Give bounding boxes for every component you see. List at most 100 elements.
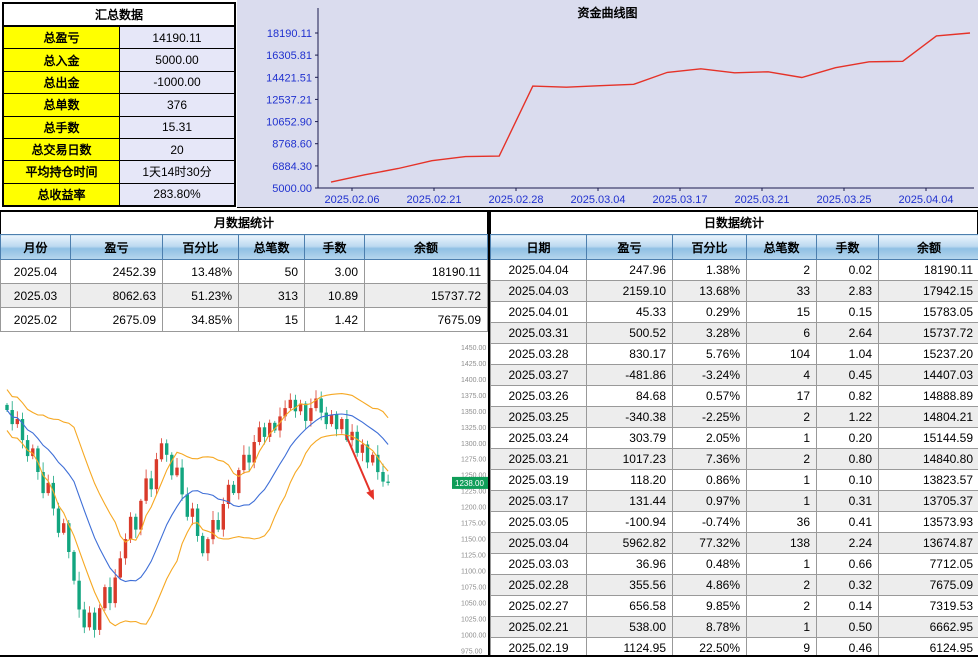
- svg-text:1075.00: 1075.00: [461, 585, 486, 592]
- table-row[interactable]: 2025.04.04 247.96 1.38% 2 0.02 18190.11: [490, 259, 978, 281]
- table-row[interactable]: 2025.03.24 303.79 2.05% 1 0.20 15144.59: [490, 427, 978, 449]
- table-row[interactable]: 2025.03.21 1017.23 7.36% 2 0.80 14840.80: [490, 448, 978, 470]
- cell: 1: [746, 490, 817, 512]
- table-row[interactable]: 2025.03.28 830.17 5.76% 104 1.04 15237.20: [490, 343, 978, 365]
- svg-text:8768.60: 8768.60: [272, 139, 312, 151]
- cell: 247.96: [586, 259, 673, 281]
- column-header[interactable]: 手数: [816, 234, 879, 260]
- cell: 77.32%: [672, 532, 747, 554]
- cell: 15: [746, 301, 817, 323]
- column-header[interactable]: 余额: [364, 234, 488, 260]
- column-header[interactable]: 百分比: [162, 234, 239, 260]
- cell: 36: [746, 511, 817, 533]
- cell: 45.33: [586, 301, 673, 323]
- cell: 22.50%: [672, 637, 747, 655]
- cell: 13573.93: [878, 511, 978, 533]
- cell: 2: [746, 574, 817, 596]
- cell: 9: [746, 637, 817, 655]
- svg-text:1400.00: 1400.00: [461, 377, 486, 384]
- cell: 1: [746, 616, 817, 638]
- monthly-stats-title: 月数据统计: [0, 212, 488, 234]
- cell: 2675.09: [70, 307, 163, 332]
- cell: 303.79: [586, 427, 673, 449]
- cell: 14804.21: [878, 406, 978, 428]
- table-row[interactable]: 2025.03.04 5962.82 77.32% 138 2.24 13674.87: [490, 532, 978, 554]
- summary-label: 总交易日数: [4, 138, 120, 161]
- table-row[interactable]: 2025.03.27 -481.86 -3.24% 4 0.45 14407.03: [490, 364, 978, 386]
- svg-text:1100.00: 1100.00: [461, 569, 486, 576]
- cell: 0.14: [816, 595, 879, 617]
- cell: 2025.04.01: [490, 301, 587, 323]
- svg-text:1300.00: 1300.00: [461, 441, 486, 448]
- cell: 2025.03.25: [490, 406, 587, 428]
- column-header[interactable]: 总笔数: [746, 234, 817, 260]
- column-header[interactable]: 月份: [0, 234, 71, 260]
- header-row: 月份 盈亏 百分比 总笔数 手数 余额: [0, 234, 488, 260]
- cell: 6662.95: [878, 616, 978, 638]
- summary-row: 总单数 376: [4, 94, 234, 117]
- table-row[interactable]: 2025.03 8062.63 51.23% 313 10.89 15737.72: [0, 283, 488, 308]
- table-row[interactable]: 2025.03.05 -100.94 -0.74% 36 0.41 13573.93: [490, 511, 978, 533]
- summary-row: 总入金 5000.00: [4, 49, 234, 72]
- column-header[interactable]: 百分比: [672, 234, 747, 260]
- table-row[interactable]: 2025.04.03 2159.10 13.68% 33 2.83 17942.15: [490, 280, 978, 302]
- cell: 15: [238, 307, 305, 332]
- svg-text:12537.21: 12537.21: [266, 94, 312, 106]
- cell: 0.48%: [672, 553, 747, 575]
- svg-text:1375.00: 1375.00: [461, 393, 486, 400]
- cell: 15144.59: [878, 427, 978, 449]
- table-row[interactable]: 2025.03.19 118.20 0.86% 1 0.10 13823.57: [490, 469, 978, 491]
- monthly-table: 月份 盈亏 百分比 总笔数 手数 余额 2025.04 2452.39 13.48% 50 3.00…: [0, 234, 488, 332]
- cell: 0.32: [816, 574, 879, 596]
- summary-value: 14190.11: [120, 27, 234, 49]
- column-header[interactable]: 盈亏: [70, 234, 163, 260]
- svg-text:1150.00: 1150.00: [461, 537, 486, 544]
- table-row[interactable]: 2025.03.25 -340.38 -2.25% 2 1.22 14804.21: [490, 406, 978, 428]
- cell: 2025.03.17: [490, 490, 587, 512]
- svg-text:1350.00: 1350.00: [461, 409, 486, 416]
- cell: 8.78%: [672, 616, 747, 638]
- cell: 14840.80: [878, 448, 978, 470]
- summary-label: 总出金: [4, 71, 120, 94]
- svg-text:1200.00: 1200.00: [461, 505, 486, 512]
- table-row[interactable]: 2025.04.01 45.33 0.29% 15 0.15 15783.05: [490, 301, 978, 323]
- table-row[interactable]: 2025.04 2452.39 13.48% 50 3.00 18190.11: [0, 259, 488, 284]
- candlestick-chart[interactable]: 1450.00 1425.00 1400.00 1375.00 1350.00 1325.…: [0, 333, 488, 655]
- table-row[interactable]: 2025.02 2675.09 34.85% 15 1.42 7675.09: [0, 307, 488, 332]
- cell: 13.68%: [672, 280, 747, 302]
- table-row[interactable]: 2025.02.27 656.58 9.85% 2 0.14 7319.53: [490, 595, 978, 617]
- column-header[interactable]: 总笔数: [238, 234, 305, 260]
- cell: 9.85%: [672, 595, 747, 617]
- table-row[interactable]: 2025.02.28 355.56 4.86% 2 0.32 7675.09: [490, 574, 978, 596]
- summary-value: 5000.00: [120, 49, 234, 71]
- cell: 2025.03.27: [490, 364, 587, 386]
- table-row[interactable]: 2025.03.31 500.52 3.28% 6 2.64 15737.72: [490, 322, 978, 344]
- cell: 2025.02.21: [490, 616, 587, 638]
- column-header[interactable]: 日期: [490, 234, 587, 260]
- table-row[interactable]: 2025.03.17 131.44 0.97% 1 0.31 13705.37: [490, 490, 978, 512]
- cell: 538.00: [586, 616, 673, 638]
- cell: 0.10: [816, 469, 879, 491]
- cell: 5.76%: [672, 343, 747, 365]
- column-header[interactable]: 手数: [304, 234, 365, 260]
- cell: 2025.03.03: [490, 553, 587, 575]
- equity-curve-chart[interactable]: 18190.11 16305.81 14421.51 12537.21 10652.90…: [237, 0, 978, 208]
- cell: 2025.02.28: [490, 574, 587, 596]
- cell: 2452.39: [70, 259, 163, 284]
- header-row: 日期 盈亏 百分比 总笔数 手数 余额: [490, 234, 978, 260]
- column-header[interactable]: 盈亏: [586, 234, 673, 260]
- table-row[interactable]: 2025.02.19 1124.95 22.50% 9 0.46 6124.95: [490, 637, 978, 655]
- cell: 2: [746, 448, 817, 470]
- svg-text:975.00: 975.00: [461, 649, 483, 656]
- monthly-stats-panel: 月数据统计 月份 盈亏 百分比 总笔数 手数 余额 2025.04 2452.39 13.48%…: [0, 210, 488, 332]
- cell: 15237.20: [878, 343, 978, 365]
- cell: 0.46: [816, 637, 879, 655]
- cell: 2025.03.26: [490, 385, 587, 407]
- table-row[interactable]: 2025.03.03 36.96 0.48% 1 0.66 7712.05: [490, 553, 978, 575]
- cell: 2025.04: [0, 259, 71, 284]
- column-header[interactable]: 余额: [878, 234, 978, 260]
- cell: 104: [746, 343, 817, 365]
- table-row[interactable]: 2025.03.26 84.68 0.57% 17 0.82 14888.89: [490, 385, 978, 407]
- cell: 1: [746, 427, 817, 449]
- table-row[interactable]: 2025.02.21 538.00 8.78% 1 0.50 6662.95: [490, 616, 978, 638]
